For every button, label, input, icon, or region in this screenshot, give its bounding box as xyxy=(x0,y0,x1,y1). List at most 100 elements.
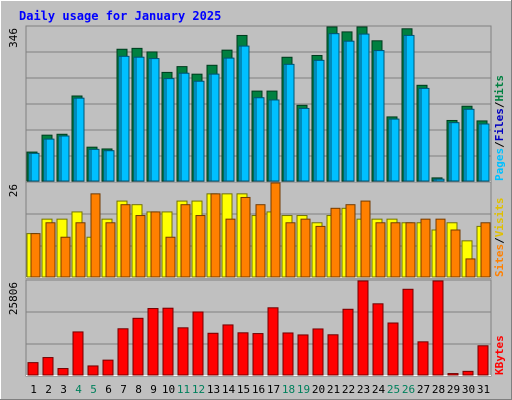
x-tick-label: 25 xyxy=(387,383,400,396)
pages-bar xyxy=(465,108,475,182)
kbytes-bar xyxy=(312,328,324,376)
sites-bar xyxy=(270,182,281,278)
legend-requests: Pages/Files/Hits xyxy=(493,75,506,181)
sites-bar xyxy=(240,196,251,278)
sites-bar xyxy=(255,204,266,278)
legend-files: Files xyxy=(493,108,506,141)
x-tick-label: 28 xyxy=(432,383,445,396)
pages-bar xyxy=(120,55,130,182)
pages-bar xyxy=(255,97,265,182)
sites-bar xyxy=(345,204,356,278)
pages-bar xyxy=(240,45,250,182)
x-tick-label: 16 xyxy=(252,383,265,396)
kbytes-bar xyxy=(267,307,279,376)
x-tick-label: 18 xyxy=(282,383,295,396)
pages-bar xyxy=(150,58,160,182)
pages-bar xyxy=(405,34,415,182)
x-tick-label: 26 xyxy=(402,383,415,396)
x-tick-label: 9 xyxy=(150,383,157,396)
sites-bar xyxy=(105,222,116,278)
x-tick-label: 12 xyxy=(192,383,205,396)
legend-visitors: Sites/Visits xyxy=(493,198,506,278)
pages-bar xyxy=(315,59,325,182)
x-tick-label: 8 xyxy=(135,383,142,396)
sites-bar xyxy=(420,218,431,278)
kbytes-bar xyxy=(42,357,54,376)
legend-volume: KBytes xyxy=(493,335,506,375)
x-tick-label: 17 xyxy=(267,383,280,396)
kbytes-bar xyxy=(87,365,99,376)
sites-bar xyxy=(390,222,401,278)
sites-bar xyxy=(330,207,341,278)
kbytes-bar xyxy=(477,345,489,376)
sites-bar xyxy=(60,236,71,278)
y-max-label-requests: 346 xyxy=(7,28,20,48)
pages-bar xyxy=(165,78,175,182)
pages-bar xyxy=(330,33,340,182)
pages-bar xyxy=(30,152,40,182)
kbytes-bar xyxy=(297,334,309,376)
legend-separator: / xyxy=(493,101,506,108)
sites-bar xyxy=(210,193,221,278)
legend-separator: / xyxy=(493,141,506,148)
kbytes-bar xyxy=(57,368,69,376)
x-tick-label: 24 xyxy=(372,383,386,396)
kbytes-bar xyxy=(192,311,204,376)
pages-bar xyxy=(345,40,355,182)
kbytes-bar xyxy=(72,331,84,376)
legend-visits: Visits xyxy=(493,198,506,238)
kbytes-bar xyxy=(282,332,294,376)
kbytes-bar xyxy=(432,280,444,376)
kbytes-bar xyxy=(222,324,234,376)
kbytes-bar xyxy=(327,334,339,376)
pages-bar xyxy=(300,107,310,182)
x-tick-label: 5 xyxy=(90,383,97,396)
x-tick-label: 31 xyxy=(477,383,490,396)
x-tick-label: 13 xyxy=(207,383,220,396)
x-tick-label: 14 xyxy=(222,383,236,396)
legend-sites: Sites xyxy=(493,244,506,277)
pages-bar xyxy=(270,99,280,182)
x-tick-label: 30 xyxy=(462,383,475,396)
sites-bar xyxy=(405,222,416,278)
x-tick-label: 10 xyxy=(162,383,175,396)
kbytes-bar xyxy=(27,362,39,376)
chart-title: Daily usage for January 2025 xyxy=(19,9,221,23)
pages-bar xyxy=(450,122,460,182)
pages-bar xyxy=(105,150,115,182)
pages-bar xyxy=(60,135,70,182)
pages-bar xyxy=(375,50,385,182)
sites-bar xyxy=(435,218,446,278)
pages-bar xyxy=(45,138,55,182)
sites-bar xyxy=(120,204,131,278)
kbytes-bar xyxy=(237,332,249,376)
x-tick-label: 27 xyxy=(417,383,430,396)
kbytes-bar xyxy=(372,303,384,376)
x-tick-label: 3 xyxy=(60,383,67,396)
sites-bar xyxy=(300,218,311,278)
sites-bar xyxy=(480,222,491,278)
sites-bar xyxy=(150,211,161,278)
pages-bar xyxy=(420,87,430,182)
kbytes-bar xyxy=(462,370,474,376)
x-tick-label: 4 xyxy=(75,383,82,396)
kbytes-bar xyxy=(132,317,144,376)
x-tick-label: 19 xyxy=(297,383,310,396)
x-tick-label: 22 xyxy=(342,383,355,396)
pages-bar xyxy=(75,97,85,182)
kbytes-bar xyxy=(102,359,114,376)
sites-bar xyxy=(165,236,176,278)
y-max-label-volume: 25806 xyxy=(7,282,20,315)
legend-separator: / xyxy=(493,237,506,244)
kbytes-bar xyxy=(252,333,264,376)
sites-bar xyxy=(75,222,86,278)
pages-bar xyxy=(210,73,220,182)
kbytes-bar xyxy=(387,322,399,376)
x-tick-label: 7 xyxy=(120,383,127,396)
pages-bar xyxy=(390,118,400,182)
x-tick-label: 6 xyxy=(105,383,112,396)
pages-bar xyxy=(360,33,370,182)
